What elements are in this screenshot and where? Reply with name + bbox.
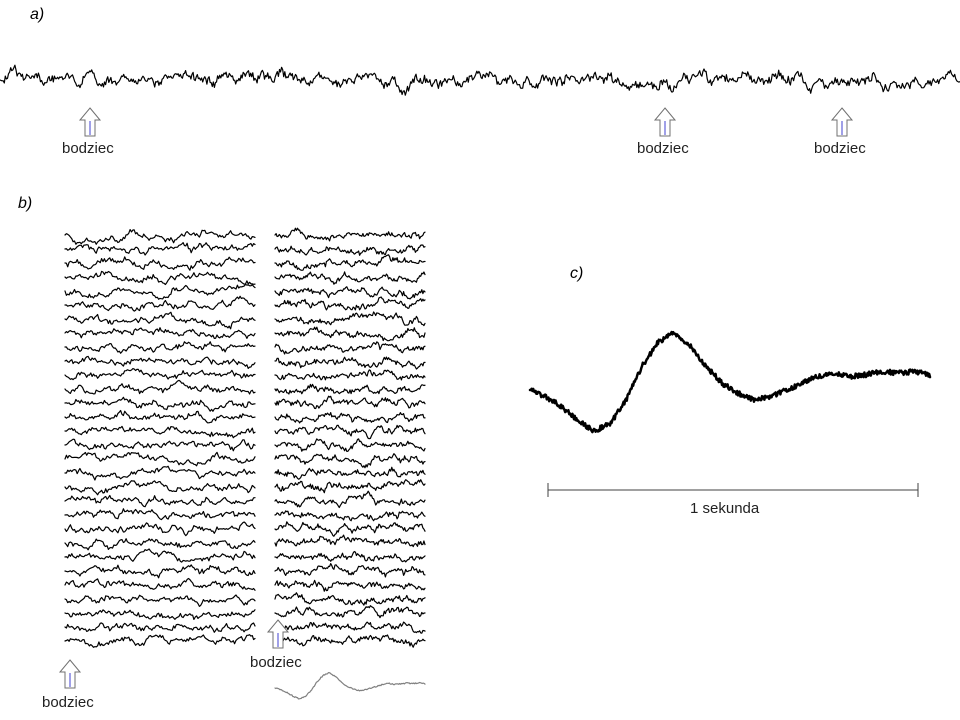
stimulus-label: bodziec	[42, 694, 94, 711]
panel-b-label: b)	[18, 195, 32, 213]
stimulus-label: bodziec	[62, 140, 114, 157]
stimulus-label: bodziec	[814, 140, 866, 157]
stimulus-label: bodziec	[637, 140, 689, 157]
panel-b-stack2	[275, 228, 425, 658]
panel-b-stack1	[65, 228, 255, 658]
panel-b-average-trace	[275, 668, 425, 708]
stimulus-arrow-icon	[655, 108, 677, 138]
scale-bar	[548, 480, 920, 500]
scale-label: 1 sekunda	[690, 500, 759, 517]
stimulus-arrow-icon	[832, 108, 854, 138]
stimulus-arrow-icon	[268, 620, 290, 650]
stimulus-arrow-icon	[80, 108, 102, 138]
stimulus-arrow-icon	[60, 660, 82, 690]
panel-c-trace	[530, 300, 930, 480]
panel-c-label: c)	[570, 265, 583, 283]
